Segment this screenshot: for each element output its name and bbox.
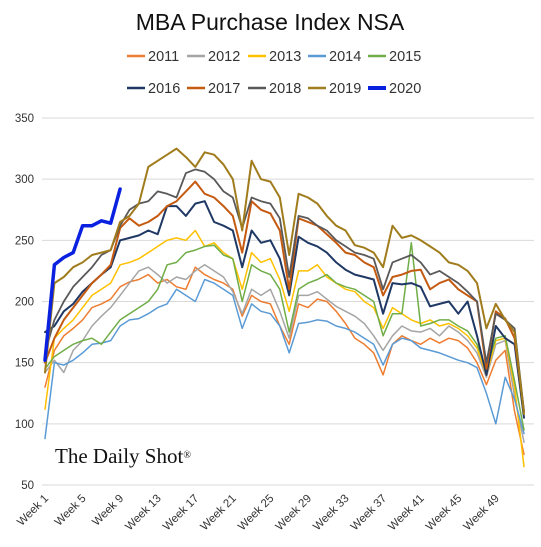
x-tick-label: Week 45 [424, 493, 464, 533]
x-tick-label: Week 5 [53, 493, 89, 529]
x-tick-label: Week 9 [90, 493, 126, 529]
x-tick-label: Week 41 [386, 493, 426, 533]
series-line-2019 [44, 147, 525, 415]
legend-item-2015: 2015 [368, 49, 421, 65]
legend-label: 2016 [148, 81, 180, 97]
series-line-2020 [43, 187, 122, 362]
x-tick-label: Week 49 [462, 493, 502, 533]
y-tick-label: 100 [15, 419, 34, 431]
legend-label: 2013 [269, 49, 301, 65]
legend-item-2011: 2011 [127, 49, 179, 65]
series-line-2015 [44, 242, 525, 431]
y-tick-label: 250 [15, 235, 34, 247]
legend-label: 2012 [208, 49, 240, 65]
legend-item-2020: 2020 [368, 81, 421, 97]
x-tick-label: Week 29 [274, 493, 314, 533]
legend-item-2013: 2013 [248, 49, 301, 65]
x-tick-label: Week 25 [236, 493, 276, 533]
legend-label: 2018 [269, 81, 301, 97]
watermark: The Daily Shot® [55, 444, 191, 468]
series-line-2012 [44, 264, 525, 443]
legend-label: 2014 [329, 49, 361, 65]
plot-area [43, 147, 525, 468]
legend-label: 2017 [208, 81, 240, 97]
x-tick-label: Week 13 [123, 493, 163, 533]
chart-title: MBA Purchase Index NSA [136, 9, 405, 35]
legend-label: 2019 [329, 81, 361, 97]
x-tick-label: Week 33 [311, 493, 351, 533]
legend: 2011 2012 2013 2014 2015 2016 2017 2018 2019 2020 [127, 49, 421, 97]
x-tick-label: Week 37 [349, 493, 389, 533]
grid [42, 117, 534, 486]
series-line-2011 [44, 266, 525, 456]
watermark-registered-mark: ® [183, 450, 191, 461]
y-tick-label: 150 [15, 358, 34, 370]
legend-item-2019: 2019 [308, 81, 361, 97]
y-axis: 50 100 150 200 250 300 350 [15, 113, 34, 492]
x-tick-label: Week 21 [199, 493, 239, 533]
watermark-text: The Daily Shot [55, 444, 183, 468]
series-line-2018 [44, 168, 525, 413]
legend-item-2014: 2014 [308, 49, 361, 65]
svg-text:The Daily Shot®: The Daily Shot® [55, 444, 191, 468]
series-line-2014 [44, 278, 525, 440]
y-tick-label: 50 [21, 480, 34, 492]
x-tick-label: Week 17 [161, 493, 201, 533]
legend-item-2017: 2017 [187, 81, 240, 97]
series-line-2016 [44, 200, 525, 419]
legend-label: 2020 [389, 81, 421, 97]
legend-item-2018: 2018 [248, 81, 301, 97]
legend-label: 2015 [389, 49, 421, 65]
legend-item-2012: 2012 [187, 49, 240, 65]
y-tick-label: 200 [15, 297, 34, 309]
y-tick-label: 300 [15, 174, 34, 186]
y-tick-label: 350 [15, 113, 34, 125]
x-tick-label: Week 1 [15, 493, 51, 529]
legend-item-2016: 2016 [127, 81, 180, 97]
series-line-2017 [44, 180, 525, 413]
legend-label: 2011 [148, 49, 179, 65]
series-line-2013 [44, 229, 525, 468]
